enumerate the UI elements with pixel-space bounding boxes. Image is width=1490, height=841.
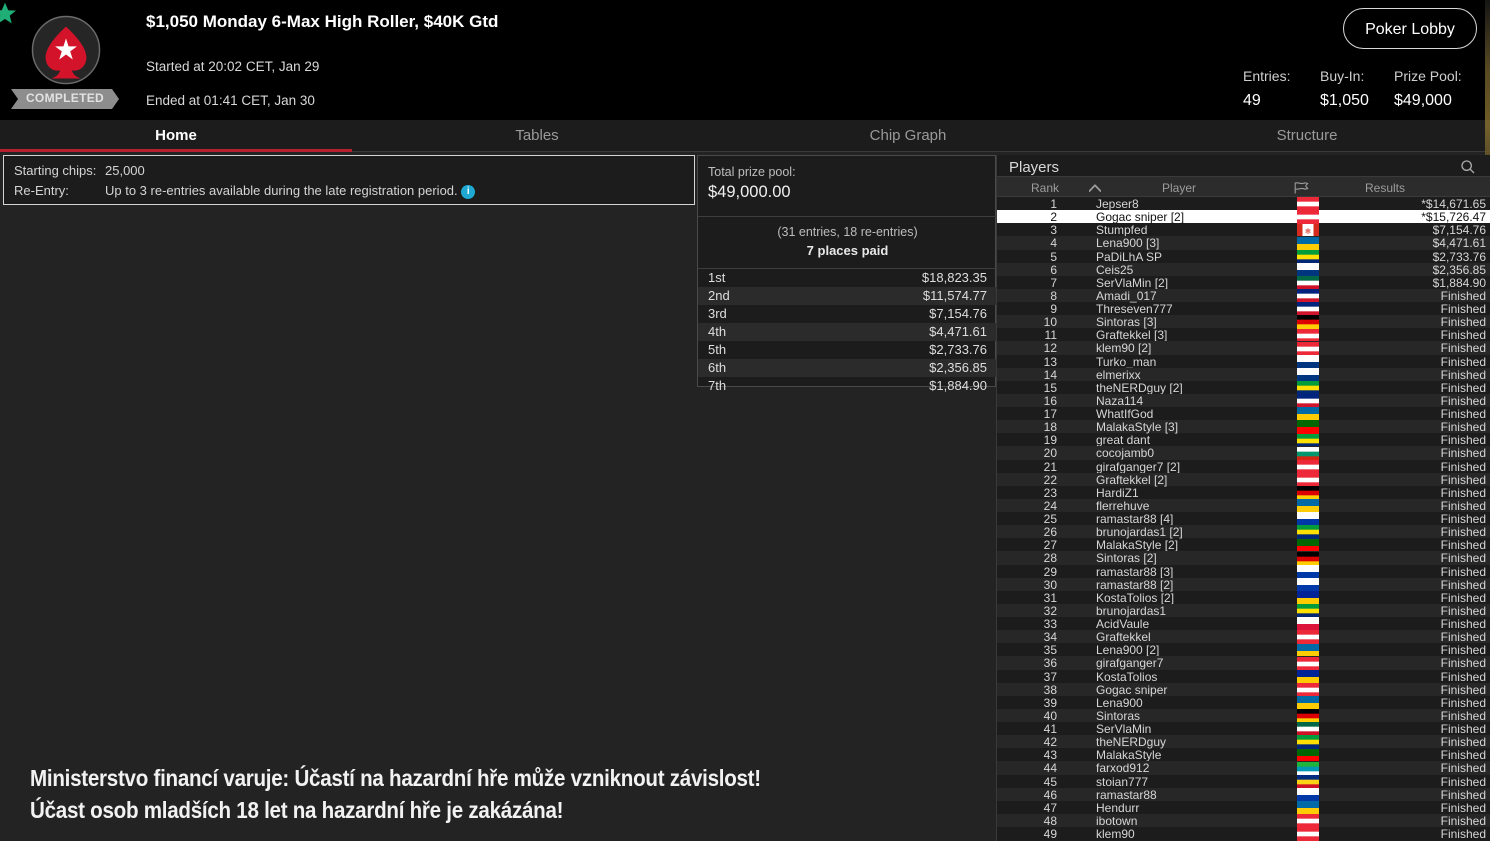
svg-text:❄: ❄ (1305, 227, 1312, 236)
